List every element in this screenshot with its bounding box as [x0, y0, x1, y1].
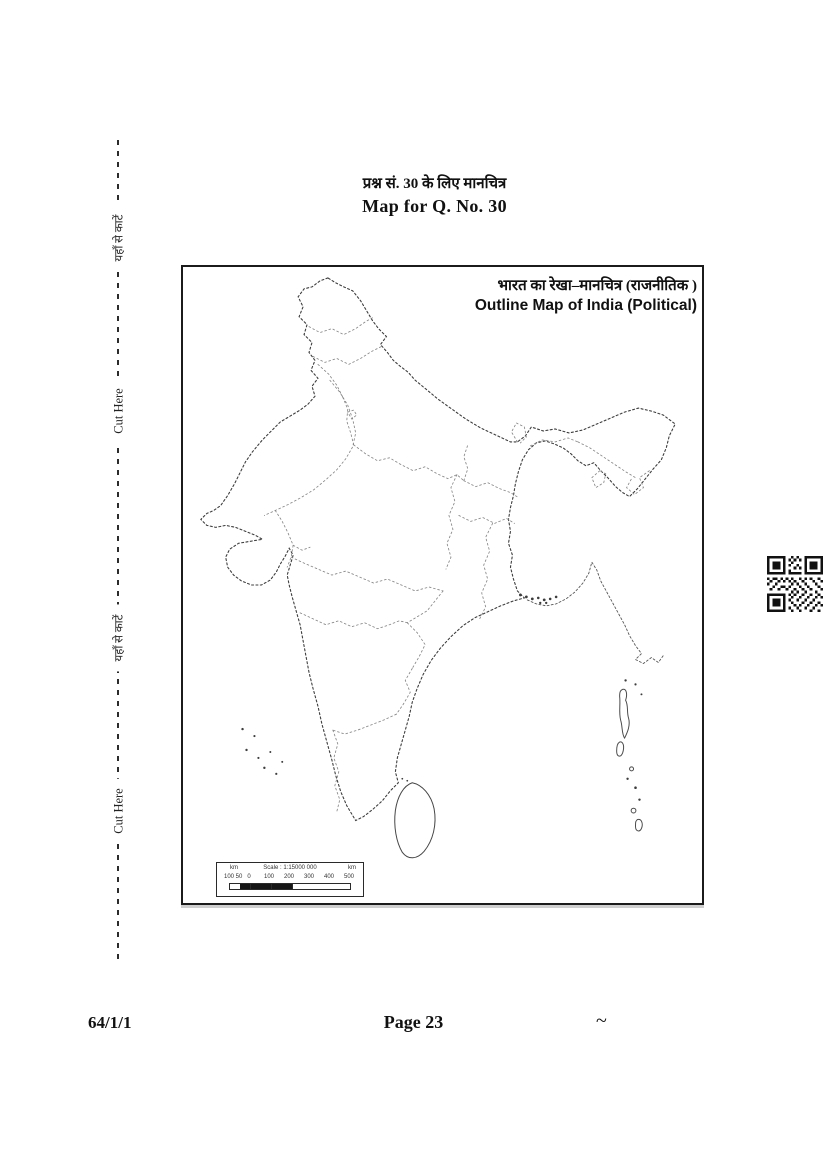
- header-title-hindi: प्रश्न सं. 30 के लिए मानचित्र: [362, 176, 507, 192]
- neighbour-coastline: [526, 561, 664, 665]
- header-title-english: Map for Q. No. 30: [362, 196, 507, 216]
- sundarbans-delta-marks: [519, 593, 558, 605]
- footer-tilde-mark: ~: [596, 1010, 607, 1032]
- sri-lanka-outline: [394, 782, 436, 859]
- scale-unit-right: km: [348, 865, 356, 871]
- cut-here-label-english: Cut Here: [111, 378, 127, 444]
- scale-ratio-text: Scale : 1:15000 000: [263, 865, 317, 871]
- cut-here-label-hindi: यहाँ से काटें: [111, 204, 127, 272]
- andaman-nicobar-islands: [616, 679, 643, 832]
- state-boundaries: [263, 316, 650, 812]
- cut-here-label-hindi: यहाँ से काटें: [111, 604, 127, 672]
- cut-dashed-line: [117, 140, 119, 960]
- map-panel-title: भारत का रेखा–मानचित्र (राजनीतिक ) Outlin…: [475, 276, 697, 316]
- india-outline-map: [200, 277, 676, 859]
- map-question-header: प्रश्न सं. 30 के लिए मानचित्र Map for Q.…: [252, 174, 617, 218]
- india-outer-boundary: [200, 277, 676, 822]
- map-title-english: Outline Map of India (Political): [474, 297, 697, 314]
- page-number: Page 23: [383, 1012, 444, 1032]
- paper-code: 64/1/1: [88, 1013, 132, 1032]
- map-scale-bar: km Scale : 1:15000 000 km 100 50 0 100 2…: [216, 862, 364, 897]
- qr-code: [767, 556, 823, 612]
- map-frame: भारत का रेखा–मानचित्र (राजनीतिक ) Outlin…: [181, 265, 704, 905]
- cut-here-label-english: Cut Here: [111, 778, 127, 844]
- scale-tick-labels: 100 50 0 100 200 300 400 500: [223, 874, 355, 880]
- map-title-hindi: भारत का रेखा–मानचित्र (राजनीतिक ): [497, 278, 698, 294]
- lakshadweep-islands: [241, 727, 284, 775]
- scale-segments: [229, 883, 351, 890]
- scale-unit-left: km: [230, 865, 238, 871]
